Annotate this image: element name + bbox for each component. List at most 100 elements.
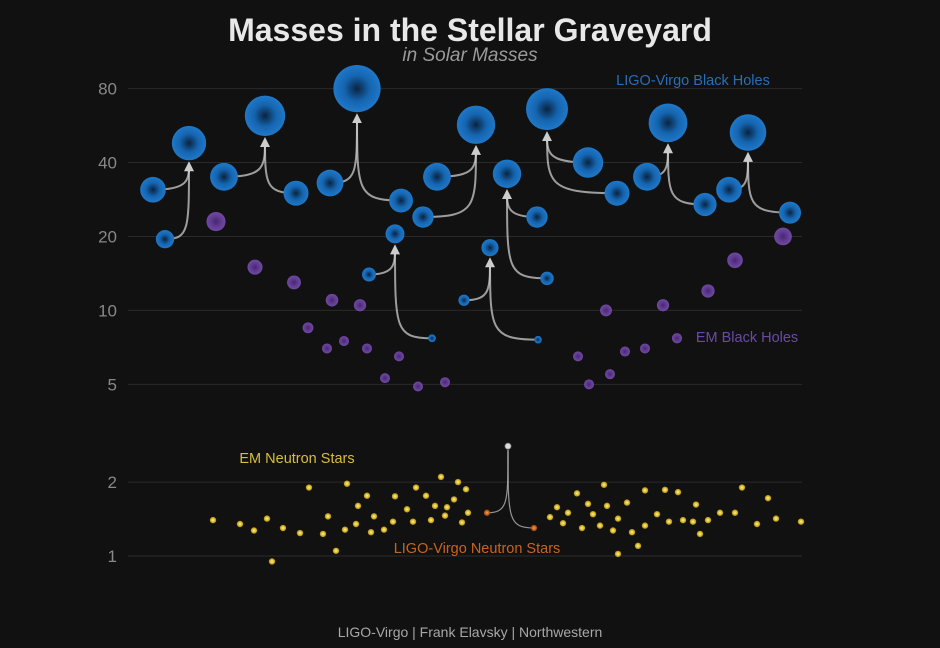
em-bh-point [322,343,332,354]
em-ns-point [553,504,561,511]
em-ns-point [324,513,332,520]
em-ns-point [319,530,327,538]
merger-arrow [422,146,477,219]
em-ns-point [559,520,567,527]
em-ns-point [431,502,439,510]
em-ns-point [412,484,420,491]
em-ns-point [674,488,682,496]
em-ns-point [343,480,351,487]
ligo-bh-progenitor [412,206,434,228]
em-bh-point [605,369,615,380]
ligo-bh-remnant [648,103,688,143]
merger-arrow [546,133,618,195]
em-ns-point [354,502,362,510]
em-ns-point [623,499,631,506]
em-bh-series [206,212,792,392]
em-bh-point [394,351,404,362]
ligo-bh-progenitor [283,180,309,206]
em-ns-point [422,492,430,499]
em-ns-point [716,509,724,516]
em-ns-point [441,512,449,519]
em-ns-point [363,492,371,499]
ligo-bh-remnant [492,159,522,188]
em-bh-point [671,333,683,344]
em-ns-point [689,518,697,525]
ligo-bh-progenitor [716,176,742,203]
em-bh-point [413,381,423,392]
ligo-bh-progenitor [458,294,470,306]
ligo-bh-remnant [729,114,767,151]
em-ns-point [279,524,287,532]
ligo-ns-progenitor [483,509,491,516]
em-bh-point [338,336,350,347]
em-ns-point [236,520,244,528]
ligo-ns-progenitor [530,524,538,532]
em-ns-point [661,486,669,494]
em-ns-point [641,522,649,529]
ligo-bh-progenitor [604,180,630,206]
ligo-bh-progenitor [423,162,451,191]
em-bh-point [701,284,715,298]
ligo-bh-series [140,64,801,344]
ligo-bh-progenitor [389,188,413,213]
series-label: LIGO-Virgo Neutron Stars [394,541,561,557]
em-ns-point [634,542,642,550]
em-ns-point [665,518,673,525]
em-ns-point [628,528,636,536]
em-ns-point [450,496,458,503]
merger-arrow [506,190,548,280]
em-bh-point [774,227,792,246]
em-ns-point [731,509,739,516]
em-ns-point [427,516,435,524]
ligo-bh-progenitor [210,162,238,191]
em-bh-point [325,293,339,307]
em-ns-point [614,550,622,558]
em-ns-point [704,516,712,524]
ligo-bh-progenitor [155,230,175,249]
em-bh-point [640,343,650,354]
merger-arrow [489,259,539,341]
em-ns-point [443,504,451,511]
merger-arrow [164,163,190,241]
merger-arrow [394,246,433,340]
chart-credit: LIGO-Virgo | Frank Elavsky | Northwester… [337,624,603,640]
ligo-bh-remnant [456,105,496,144]
em-bh-point [206,212,226,232]
em-bh-point [380,373,390,384]
em-ns-point [641,487,649,494]
y-tick-label: 40 [98,154,117,173]
em-bh-point [600,304,612,317]
em-bh-point [353,299,367,312]
em-ns-point [296,529,304,537]
em-bh-point [362,343,372,354]
em-bh-point [302,322,314,334]
em-bh-point [287,275,301,290]
em-ns-point [305,484,313,491]
ligo-bh-progenitor [779,201,801,224]
y-tick-label: 20 [98,227,117,246]
em-ns-point [603,502,611,510]
ligo-bh-progenitor [140,176,166,203]
em-ns-point [462,486,470,493]
series-label: LIGO-Virgo Black Holes [616,73,770,89]
em-ns-point [332,547,340,554]
em-ns-point [437,473,445,481]
merger-arrow [507,450,535,529]
em-ns-point [409,518,417,525]
em-ns-point [367,528,375,536]
em-ns-point [738,484,746,491]
em-ns-point [584,500,592,508]
ligo-bh-remnant [333,64,381,113]
em-ns-point [209,516,217,524]
em-ns-point [380,526,388,533]
em-ns-point [458,519,466,526]
ligo-bh-remnant [385,224,405,244]
em-ns-point [797,518,805,525]
ligo-bh-progenitor [362,267,376,282]
em-ns-point [403,506,411,513]
chart-subtitle: in Solar Masses [402,45,538,66]
y-tick-label: 80 [98,80,117,99]
em-bh-point [247,259,263,275]
em-ns-point [679,516,687,524]
